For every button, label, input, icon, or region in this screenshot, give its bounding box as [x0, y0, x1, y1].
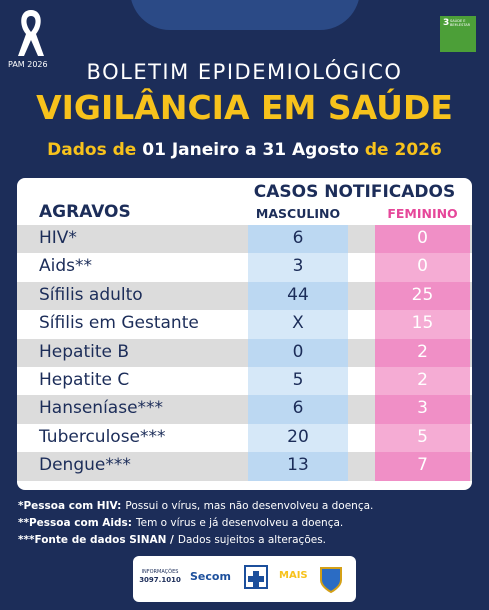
row-label: Hepatite C: [39, 370, 130, 390]
female-value: 0: [417, 256, 428, 277]
progress-logo: MAIS: [279, 570, 308, 581]
female-cell: [375, 395, 470, 424]
period-part: Dados de: [47, 140, 137, 160]
table-card: CASOS NOTIFICADOS AGRAVOS MASCULINO FEMI…: [17, 178, 472, 490]
note-term: **Pessoa com Aids:: [18, 517, 132, 529]
group-header: CASOS NOTIFICADOS: [253, 182, 456, 202]
female-value: 2: [417, 341, 428, 362]
row-label: HIV*: [39, 228, 77, 248]
column-header: MASCULINO: [255, 206, 341, 221]
badge: PAM 2026: [8, 60, 48, 69]
table-row: Hepatite C 5 2: [17, 367, 472, 396]
row-label: Aids**: [39, 256, 93, 277]
coat-of-arms: [320, 567, 342, 594]
period: Dados de 01 Janeiro a 31 Agosto de 2026: [0, 140, 489, 160]
male-cell: [248, 281, 348, 311]
male-cell: [248, 310, 348, 339]
sdg-icon: 3 SAÚDE E BEM-ESTAR: [440, 16, 476, 52]
female-cell: [375, 452, 470, 481]
female-cell: [375, 338, 470, 367]
note-term: ***Fonte de dados SINAN /: [18, 534, 174, 546]
row-label: Tuberculose***: [39, 426, 166, 447]
kicker: BOLETIM EPIDEMIOLÓGICO: [86, 60, 403, 84]
male-cell: [248, 367, 348, 396]
row-label: Sífilis adulto: [39, 284, 143, 305]
note-text: Possui o vírus, mas não desenvolveu a do…: [125, 500, 374, 512]
table-row: Hepatite B 0 2: [17, 338, 472, 367]
period-part: de 2026: [364, 140, 442, 160]
male-value: 3: [292, 256, 304, 277]
female-value: 15: [411, 313, 434, 334]
male-value: X: [292, 313, 304, 334]
note: *Pessoa com HIV: Possui o vírus, mas não …: [18, 498, 373, 515]
notes: *Pessoa com HIV: Possui o vírus, mas não …: [18, 498, 373, 549]
top-decoration: [130, 0, 360, 30]
female-cell: [375, 253, 470, 282]
table-row: HIV* 6 0: [17, 225, 472, 254]
footer-card: INFORMAÇÕES 3097.1010 Secom MAIS: [133, 556, 356, 602]
info-label: INFORMAÇÕES: [141, 569, 179, 575]
ribbon-icon: [18, 10, 44, 56]
male-value: 0: [292, 341, 304, 362]
female-cell: [375, 225, 470, 254]
note-term: *Pessoa com HIV:: [18, 500, 122, 512]
phone: 3097.1010: [139, 576, 181, 584]
column-header: AGRAVOS: [39, 202, 131, 222]
sdg-number: 3: [443, 18, 450, 28]
female-value: 7: [417, 455, 428, 476]
table-row: Sífilis adulto 44 25: [17, 281, 472, 311]
female-value: 5: [417, 426, 428, 447]
table-row: Hanseníase*** 6 3: [17, 395, 472, 424]
male-cell: [248, 395, 348, 424]
note: **Pessoa com Aids: Tem o vírus e já desen…: [18, 515, 373, 532]
column-header: FEMININO: [387, 206, 458, 221]
female-value: 2: [417, 370, 428, 390]
female-value: 25: [411, 284, 434, 305]
table-row: Sífilis em Gestante X 15: [17, 310, 472, 339]
female-cell: [375, 423, 470, 453]
sdg-label: SAÚDE E BEM-ESTAR: [450, 19, 471, 27]
male-value: 44: [287, 284, 309, 305]
female-value: 3: [417, 398, 428, 419]
male-cell: [248, 225, 348, 254]
male-cell: [248, 253, 348, 282]
male-cell: [248, 452, 348, 481]
male-cell: [248, 338, 348, 367]
row-label: Dengue***: [39, 455, 131, 476]
row-label: Hanseníase***: [39, 398, 164, 419]
note-text: Tem o vírus e já desenvolveu a doença.: [135, 517, 344, 529]
table-row: Tuberculose*** 20 5: [17, 423, 472, 453]
health-logo: [244, 565, 268, 589]
table-row: Dengue*** 13 7: [17, 452, 472, 481]
note-text: Dados sujeitos a alterações.: [177, 534, 327, 546]
row-label: Hepatite B: [39, 341, 130, 362]
note: ***Fonte de dados SINAN / Dados sujeitos …: [18, 532, 373, 549]
female-cell: [375, 367, 470, 396]
male-cell: [248, 423, 348, 453]
female-cell: [375, 281, 470, 311]
title: VIGILÂNCIA EM SAÚDE: [36, 88, 453, 127]
secom-logo: Secom: [190, 570, 231, 583]
male-value: 5: [292, 370, 304, 390]
period-part: 01 Janeiro a 31 Agosto: [142, 140, 359, 160]
male-value: 20: [287, 426, 309, 447]
female-value: 0: [417, 228, 428, 248]
male-value: 13: [287, 455, 309, 476]
male-value: 6: [292, 228, 304, 248]
female-cell: [375, 310, 470, 339]
table-row: Aids** 3 0: [17, 253, 472, 282]
row-label: Sífilis em Gestante: [39, 313, 199, 334]
male-value: 6: [292, 398, 304, 419]
